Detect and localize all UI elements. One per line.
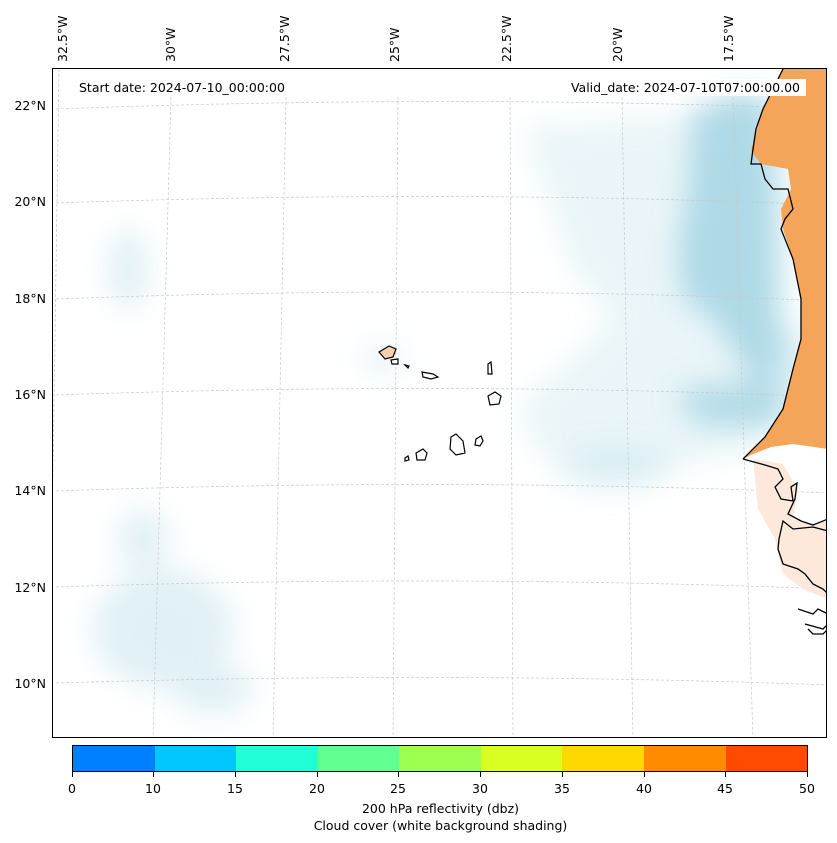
start-date-label: Start date: 2024-07-10_00:00:00 xyxy=(73,79,291,96)
colorbar-segment xyxy=(236,746,318,771)
graticule xyxy=(53,69,826,737)
lat-label: 10°N xyxy=(14,676,46,691)
colorbar-segment xyxy=(73,746,155,771)
colorbar-segment xyxy=(643,746,726,771)
lat-label: 20°N xyxy=(14,194,46,209)
lon-label: 30°W xyxy=(163,27,178,62)
colorbar-tick-label: 25 xyxy=(390,781,406,796)
lon-label: 25°W xyxy=(387,27,402,62)
colorbar-tick-label: 10 xyxy=(145,781,161,796)
map-panel[interactable]: Start date: 2024-07-10_00:00:00 Valid_da… xyxy=(52,68,827,738)
cloud-cover-west xyxy=(93,229,253,714)
colorbar-title: 200 hPa reflectivity (dbz) xyxy=(361,801,520,816)
colorbar-tick-label: 15 xyxy=(227,781,243,796)
lon-label: 22.5°W xyxy=(499,15,514,62)
colorbar-segment xyxy=(480,746,563,771)
colorbar-segment xyxy=(154,746,237,771)
coastline xyxy=(742,69,826,635)
lon-label: 32.5°W xyxy=(55,15,70,62)
lat-label: 12°N xyxy=(14,580,46,595)
colorbar-tick-label: 40 xyxy=(636,781,652,796)
colorbar-tick-label: 50 xyxy=(799,781,815,796)
lat-label: 22°N xyxy=(14,98,46,113)
lat-label: 16°N xyxy=(14,387,46,402)
colorbar-tick-label: 45 xyxy=(717,781,733,796)
colorbar xyxy=(72,745,808,772)
colorbar-segment xyxy=(562,746,644,771)
lon-label: 20°W xyxy=(610,27,625,62)
colorbar-segment xyxy=(317,746,400,771)
cloud-cover-east xyxy=(363,89,813,489)
colorbar-tick-label: 35 xyxy=(554,781,570,796)
colorbar-tick-label: 30 xyxy=(472,781,488,796)
colorbar-tick-label: 20 xyxy=(309,781,325,796)
west-africa-landmass xyxy=(743,69,826,599)
colorbar-tick-label: 0 xyxy=(68,781,76,796)
map-canvas xyxy=(53,69,826,737)
lat-label: 14°N xyxy=(14,483,46,498)
colorbar-subtitle: Cloud cover (white background shading) xyxy=(313,818,568,833)
lat-label: 18°N xyxy=(14,291,46,306)
lon-label: 27.5°W xyxy=(277,15,292,62)
lon-label: 17.5°W xyxy=(721,15,736,62)
valid-date-label: Valid_date: 2024-07-10T07:00:00.00 xyxy=(564,79,806,96)
cape-verde-islands xyxy=(378,345,502,462)
colorbar-segment xyxy=(725,746,808,771)
colorbar-segment xyxy=(399,746,481,771)
